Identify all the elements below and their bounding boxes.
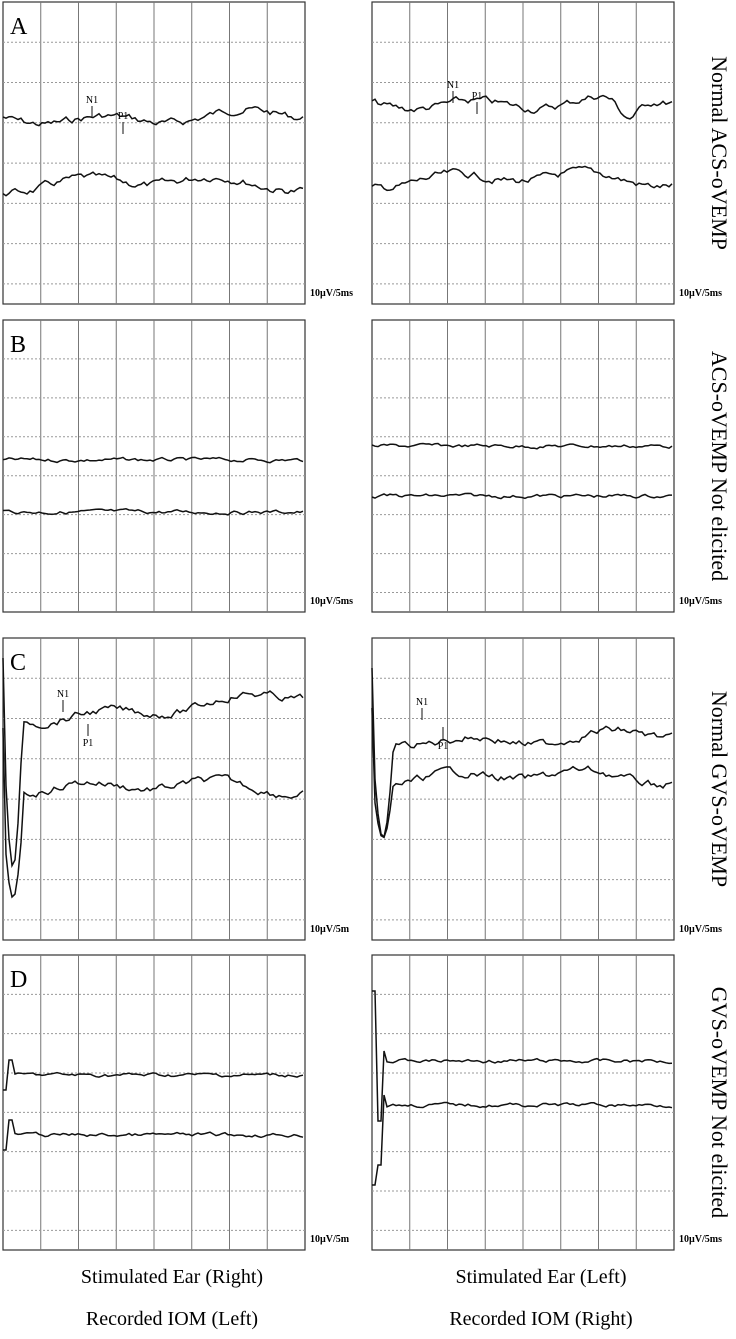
peak-label: N1 <box>57 689 69 700</box>
footer-text: Recorded IOM (Left) <box>86 1308 258 1330</box>
waveform <box>2 508 304 516</box>
side-label: GVS-oVEMP Not elicited <box>707 987 732 1218</box>
scale-label: 10µV/5m <box>310 1234 350 1245</box>
peak-label: N1 <box>447 80 459 91</box>
scale-label: 10µV/5ms <box>679 924 722 935</box>
side-label: Normal GVS-oVEMP <box>707 691 732 887</box>
scale-label: 10µV/5ms <box>679 596 722 607</box>
waveform <box>2 657 304 869</box>
footer-text: Stimulated Ear (Left) <box>455 1266 626 1288</box>
scale-label: 10µV/5ms <box>310 596 353 607</box>
panel-letter: A <box>10 14 28 40</box>
waveform <box>2 727 304 899</box>
panel-letter: D <box>10 967 27 993</box>
panel-letter: B <box>10 332 26 358</box>
waveform <box>371 707 673 839</box>
waveform <box>371 94 673 120</box>
waveform <box>372 1094 673 1186</box>
peak-label: P1 <box>438 741 449 752</box>
waveform <box>371 667 673 839</box>
scale-label: 10µV/5m <box>310 924 350 935</box>
side-label: ACS-oVEMP Not elicited <box>707 351 732 581</box>
waveform <box>371 442 673 450</box>
waveform <box>371 165 673 192</box>
waveform <box>372 990 673 1122</box>
footer-text: Recorded IOM (Right) <box>449 1308 632 1330</box>
peak-label: N1 <box>416 697 428 708</box>
waveform <box>371 492 672 500</box>
peak-label: P1 <box>118 111 129 122</box>
peak-label: P1 <box>472 91 483 102</box>
side-label: Normal ACS-oVEMP <box>707 56 732 250</box>
peak-label: P1 <box>83 738 94 749</box>
waveform <box>2 171 304 197</box>
scale-label: 10µV/5ms <box>679 1234 722 1245</box>
peak-label: N1 <box>86 95 98 106</box>
waveform <box>3 1059 304 1091</box>
waveform <box>3 1119 304 1151</box>
waveform <box>2 106 304 127</box>
waveform <box>2 456 304 464</box>
panel-letter: C <box>10 650 26 676</box>
scale-label: 10µV/5ms <box>679 288 722 299</box>
scale-label: 10µV/5ms <box>310 288 353 299</box>
footer-text: Stimulated Ear (Right) <box>81 1266 263 1288</box>
